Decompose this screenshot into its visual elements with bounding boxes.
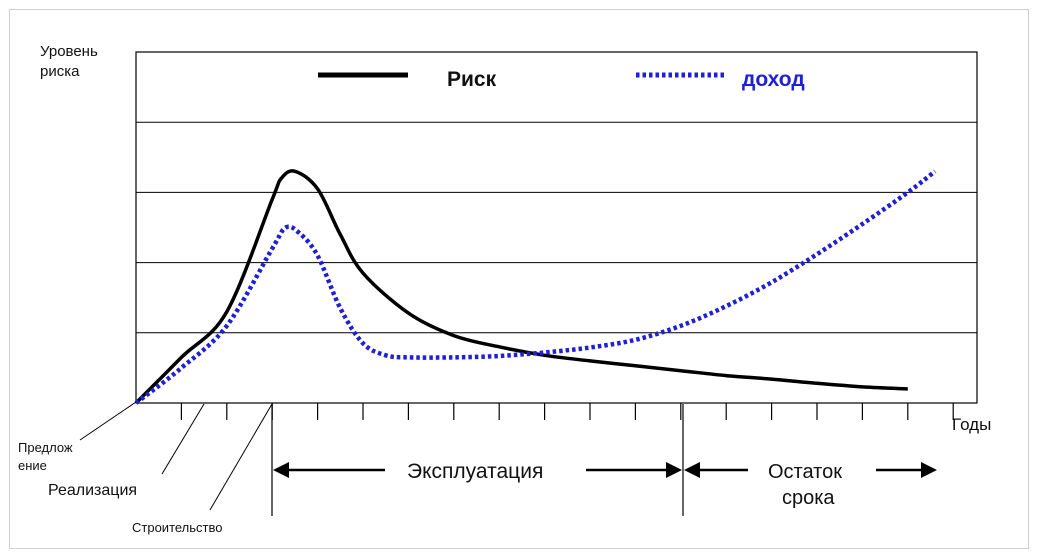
y-axis-label-line2: риска	[40, 63, 80, 80]
series-group	[134, 169, 937, 405]
plot-area	[135, 51, 978, 404]
phase-pointer-proposal	[79, 401, 137, 441]
phase-pointer-realization	[161, 403, 205, 475]
x-axis-label: Годы	[952, 415, 991, 434]
chart-frame	[9, 9, 1029, 549]
legend-label-income: доход	[742, 68, 805, 91]
phase-label-proposal-line1: Предлож	[18, 440, 73, 455]
y-axis-label-line1: Уровень	[40, 43, 98, 60]
gridlines	[136, 121, 977, 334]
exploitation-arrow-left-head	[273, 462, 289, 478]
phase-label-realization: Реализация	[48, 482, 137, 499]
span-label-exploitation: Эксплуатация	[407, 460, 543, 483]
series-line-income	[134, 169, 937, 405]
span-label-remaining-line2: срока	[782, 487, 835, 509]
phase-pointer-construction	[209, 403, 273, 511]
legend-label-risk: Риск	[447, 68, 497, 91]
remaining-arrow-left-head	[684, 462, 700, 478]
phase-annotations: Предлож ение Реализация Строительство	[18, 401, 273, 535]
phase-label-proposal-line2: ение	[18, 458, 47, 473]
exploitation-arrow-right-head	[666, 462, 682, 478]
span-label-remaining-line1: Остаток	[768, 461, 842, 483]
legend: Риск доход	[318, 68, 805, 91]
remaining-arrow-right-head	[921, 462, 937, 478]
phase-label-construction: Строительство	[132, 520, 222, 535]
x-ticks	[180, 403, 954, 420]
series-line-risk	[134, 169, 908, 405]
span-annotations: Эксплуатация Остаток срока	[271, 404, 937, 516]
